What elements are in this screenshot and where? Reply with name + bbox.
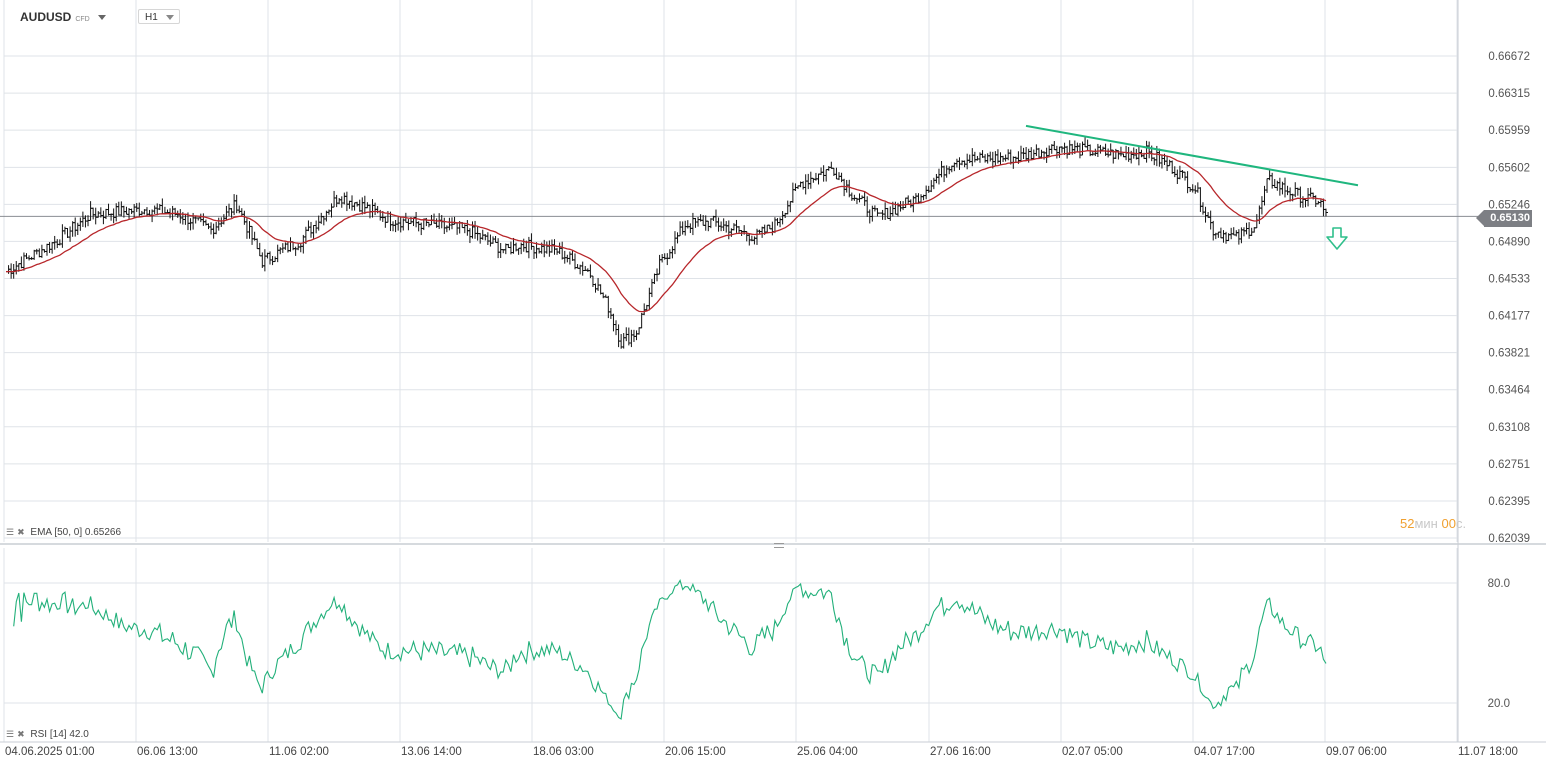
time-tick-label: 04.06.2025 01:00 bbox=[5, 746, 95, 758]
price-tick-label: 0.63108 bbox=[1488, 422, 1530, 434]
time-tick-label: 09.07 06:00 bbox=[1326, 746, 1387, 758]
chevron-down-icon bbox=[166, 15, 174, 20]
price-tick-label: 0.64177 bbox=[1488, 311, 1530, 323]
countdown-minutes: 52 bbox=[1400, 516, 1415, 531]
rsi-tick-label: 20.0 bbox=[1488, 698, 1510, 710]
rsi-line bbox=[13, 579, 1327, 720]
price-tick-label: 0.65602 bbox=[1488, 162, 1530, 174]
price-tick-label: 0.66315 bbox=[1488, 88, 1530, 100]
chevron-down-icon[interactable] bbox=[97, 15, 106, 21]
price-tick-label: 0.64533 bbox=[1488, 274, 1530, 286]
time-tick-label: 25.06 04:00 bbox=[797, 746, 858, 758]
countdown-minutes-unit: мин bbox=[1414, 516, 1438, 531]
time-tick-label: 11.07 18:00 bbox=[1458, 746, 1518, 758]
chart-axes: 0.66672 0.66315 0.65959 0.65602 0.65246 0.648… bbox=[5, 51, 1531, 758]
time-tick-label: 06.06 13:00 bbox=[137, 746, 198, 758]
ema-value: 0.65266 bbox=[84, 527, 122, 538]
ema-name: EMA bbox=[30, 527, 52, 538]
countdown-seconds-unit: с. bbox=[1455, 516, 1467, 531]
timeframe-select[interactable]: H1 bbox=[138, 9, 180, 24]
rsi-tick-label: 80.0 bbox=[1488, 578, 1510, 590]
price-tick-label: 0.63464 bbox=[1488, 385, 1530, 397]
price-tick-label: 0.66672 bbox=[1488, 51, 1530, 63]
close-icon[interactable]: ✖ bbox=[17, 527, 25, 537]
time-tick-label: 18.06 03:00 bbox=[533, 746, 594, 758]
candle-countdown: 52мин 00с. bbox=[1400, 516, 1466, 531]
price-tick-label: 0.62039 bbox=[1488, 533, 1530, 545]
rsi-params: [14] bbox=[49, 729, 67, 740]
symbol-name: AUDUSD bbox=[20, 10, 72, 24]
price-tick-label: 0.65246 bbox=[1488, 199, 1530, 211]
price-tick-label: 0.63821 bbox=[1488, 348, 1530, 360]
ema-line bbox=[5, 149, 1327, 313]
pane-resize-handle[interactable] bbox=[774, 543, 784, 548]
down-arrow-icon bbox=[1326, 227, 1348, 250]
chart-toolbar: AUDUSD CFD H1 bbox=[0, 0, 1546, 34]
price-tick-label: 0.62751 bbox=[1488, 459, 1530, 471]
ema-legend[interactable]: ☰ ✖ EMA [50, 0] 0.65266 bbox=[6, 527, 121, 538]
time-tick-label: 20.06 15:00 bbox=[665, 746, 726, 758]
price-pane bbox=[0, 124, 1480, 349]
rsi-pane bbox=[13, 579, 1327, 720]
price-tick-label: 0.64890 bbox=[1488, 236, 1530, 248]
time-tick-label: 11.06 02:00 bbox=[269, 746, 329, 758]
rsi-value: 42.0 bbox=[69, 729, 89, 740]
settings-icon[interactable]: ☰ bbox=[6, 729, 15, 739]
instrument-type: CFD bbox=[75, 16, 90, 23]
time-tick-label: 04.07 17:00 bbox=[1194, 746, 1255, 758]
time-tick-label: 27.06 16:00 bbox=[930, 746, 991, 758]
rsi-name: RSI bbox=[30, 729, 48, 740]
rsi-legend[interactable]: ☰ ✖ RSI [14] 42.0 bbox=[6, 729, 89, 740]
price-tick-label: 0.62395 bbox=[1488, 496, 1530, 508]
timeframe-value: H1 bbox=[145, 12, 158, 23]
trendline bbox=[1025, 124, 1359, 187]
chart-grid bbox=[0, 0, 1546, 743]
symbol-selector[interactable]: AUDUSD CFD bbox=[20, 10, 106, 24]
current-price-badge: 0.65130 bbox=[1476, 210, 1532, 227]
close-icon[interactable]: ✖ bbox=[17, 729, 25, 739]
time-tick-label: 13.06 14:00 bbox=[401, 746, 462, 758]
settings-icon[interactable]: ☰ bbox=[6, 527, 15, 537]
price-tick-label: 0.65959 bbox=[1488, 125, 1530, 137]
ema-params: [50, 0] bbox=[54, 527, 83, 538]
countdown-seconds: 00 bbox=[1441, 516, 1456, 531]
time-tick-label: 02.07 05:00 bbox=[1062, 746, 1123, 758]
